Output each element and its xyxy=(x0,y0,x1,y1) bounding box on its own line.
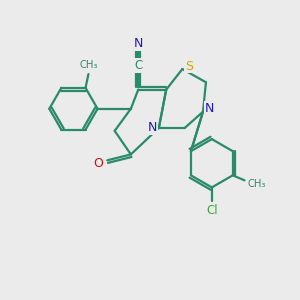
Text: O: O xyxy=(94,157,103,170)
Text: N: N xyxy=(205,102,214,115)
Text: CH₃: CH₃ xyxy=(247,179,266,189)
Text: Cl: Cl xyxy=(206,205,218,218)
Text: N: N xyxy=(148,122,157,134)
Text: N: N xyxy=(134,37,143,50)
Text: S: S xyxy=(185,60,193,73)
Text: CH₃: CH₃ xyxy=(79,60,98,70)
Text: C: C xyxy=(134,59,142,72)
